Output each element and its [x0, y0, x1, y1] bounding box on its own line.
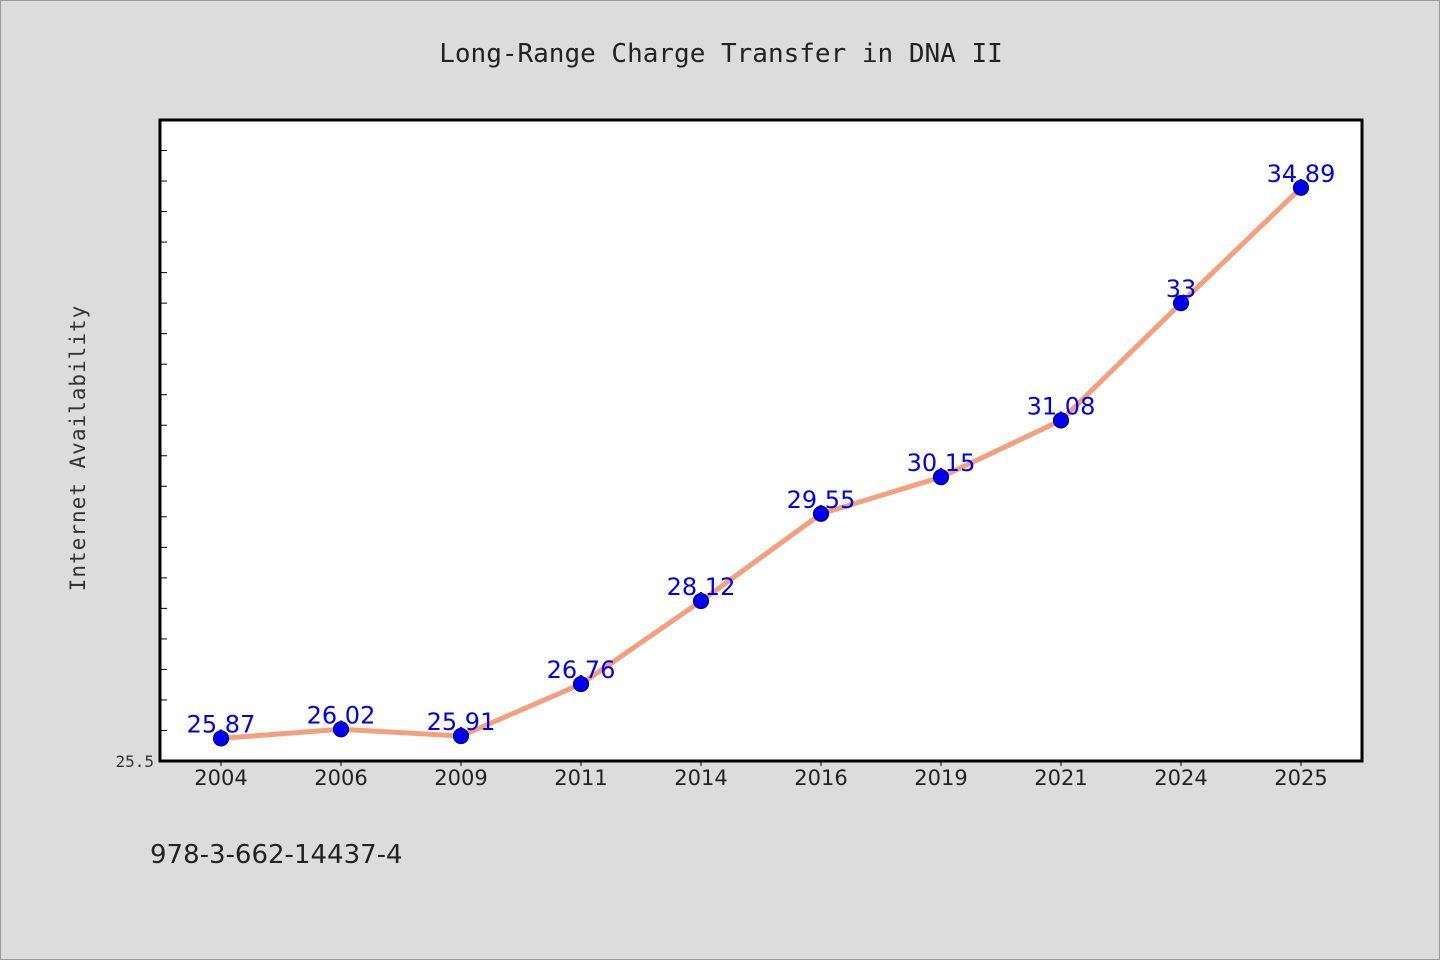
- x-tick-label: 2021: [1034, 766, 1087, 790]
- y-axis-label: Internet Availability: [66, 305, 90, 592]
- data-point-marker: [1292, 179, 1310, 196]
- data-point-label: 30.15: [907, 449, 976, 477]
- data-point-label: 25.91: [427, 708, 496, 736]
- data-labels: 25.87 26.02 25.91 26.76 28.12 29.55 30.15 31.08…: [187, 160, 1336, 739]
- x-tick-label: 2011: [554, 766, 607, 790]
- x-tick-label: 2019: [914, 766, 967, 790]
- data-point-marker: [572, 675, 590, 693]
- x-tick-label: 2016: [794, 766, 847, 790]
- data-point-marker: [812, 505, 830, 522]
- x-tick-label: 2009: [434, 766, 487, 790]
- plot-frame: [158, 118, 1364, 763]
- x-tick-label: 2024: [1154, 766, 1207, 790]
- y-tick-label-min: 25.5: [115, 752, 154, 771]
- x-tick-label: 2006: [314, 766, 367, 790]
- data-point-label: 26.76: [547, 656, 616, 684]
- data-point-label: 29.55: [787, 486, 856, 514]
- data-point-marker: [332, 721, 350, 738]
- data-point-label: 28.12: [667, 573, 736, 601]
- data-point-marker: [1172, 295, 1190, 312]
- x-axis-ticks: 2004 2006 2009 2011 2014 2016 2019 2021 2024 2025: [194, 761, 1328, 790]
- data-point-marker: [452, 727, 470, 745]
- data-point-marker: [692, 592, 710, 610]
- plot-area: [160, 120, 1362, 761]
- data-point-marker: [932, 469, 950, 486]
- data-point-label: 26.02: [307, 701, 376, 729]
- data-markers: [212, 179, 1310, 747]
- x-tick-label: 2014: [674, 766, 727, 790]
- data-point-label: 31.08: [1027, 392, 1096, 420]
- x-tick-label: 2025: [1274, 766, 1327, 790]
- x-tick-label: 2004: [194, 766, 247, 790]
- data-point-label: 34.89: [1267, 160, 1336, 188]
- isbn-footer: 978-3-662-14437-4: [150, 840, 403, 870]
- data-point-marker: [212, 730, 230, 747]
- data-point-label: 25.87: [187, 710, 256, 738]
- data-point-marker: [1052, 412, 1070, 429]
- series-line: [218, 185, 1304, 741]
- data-point-label: 33: [1166, 275, 1197, 303]
- chart-title: Long-Range Charge Transfer in DNA II: [439, 39, 1003, 69]
